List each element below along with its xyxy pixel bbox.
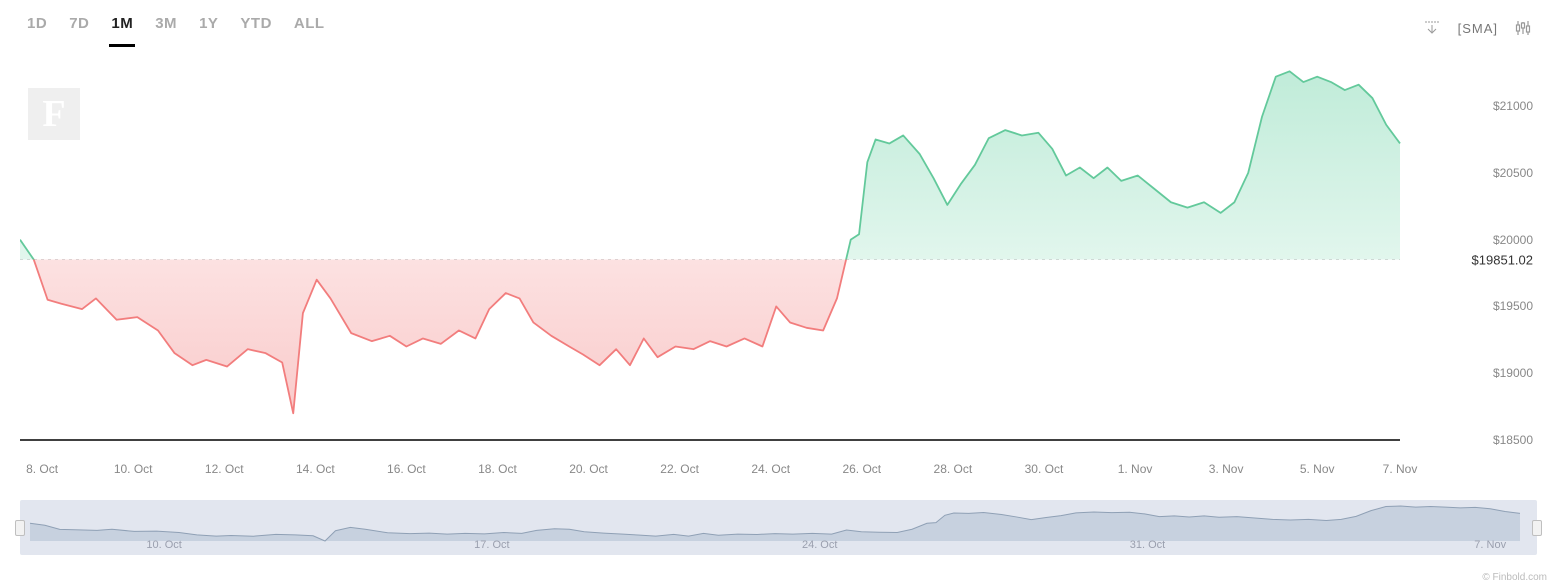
watermark-logo: F — [28, 88, 80, 140]
x-tick-label: 16. Oct — [387, 462, 426, 476]
x-tick-label: 26. Oct — [842, 462, 881, 476]
navigator-handle-left[interactable] — [15, 520, 25, 536]
sma-button[interactable]: [SMA] — [1458, 21, 1498, 36]
navigator-tick-label: 7. Nov — [1474, 539, 1506, 551]
x-tick-label: 22. Oct — [660, 462, 699, 476]
range-tab-ytd[interactable]: YTD — [238, 9, 274, 47]
y-axis: $18500 $19000 $19500 $20000 $20500 $21000 $198… — [1473, 58, 1537, 458]
range-tab-7d[interactable]: 7D — [67, 9, 91, 47]
x-tick-label: 10. Oct — [114, 462, 153, 476]
candlestick-icon[interactable] — [1514, 20, 1532, 36]
x-tick-label: 12. Oct — [205, 462, 244, 476]
x-tick-label: 28. Oct — [934, 462, 973, 476]
range-tab-1y[interactable]: 1Y — [197, 9, 220, 47]
navigator-tick-label: 17. Oct — [474, 539, 509, 551]
y-tick-label: $18500 — [1493, 433, 1533, 447]
x-tick-label: 30. Oct — [1025, 462, 1064, 476]
x-tick-label: 14. Oct — [296, 462, 335, 476]
y-tick-label: $21000 — [1493, 99, 1533, 113]
y-tick-label: $20500 — [1493, 166, 1533, 180]
navigator-handle-right[interactable] — [1532, 520, 1542, 536]
chart-svg — [20, 58, 1467, 458]
navigator-tick-label: 24. Oct — [802, 539, 837, 551]
navigator-tick-label: 10. Oct — [146, 539, 181, 551]
navigator-x-axis: 10. Oct 17. Oct 24. Oct 31. Oct 7. Nov — [20, 539, 1537, 553]
y-tick-label: $20000 — [1493, 233, 1533, 247]
x-tick-label: 5. Nov — [1300, 462, 1335, 476]
range-tab-1d[interactable]: 1D — [25, 9, 49, 47]
main-chart[interactable]: $18500 $19000 $19500 $20000 $20500 $21000 $198… — [20, 58, 1537, 458]
x-tick-label: 7. Nov — [1383, 462, 1418, 476]
range-tab-1m[interactable]: 1M — [109, 9, 135, 47]
x-tick-label: 18. Oct — [478, 462, 517, 476]
chart-tools: [SMA] — [1424, 20, 1532, 36]
y-tick-label: $19000 — [1493, 366, 1533, 380]
x-axis: 8. Oct 10. Oct 12. Oct 14. Oct 16. Oct 18. Oc… — [20, 462, 1467, 482]
chart-toolbar: 1D 7D 1M 3M 1Y YTD ALL [SMA] — [0, 0, 1557, 48]
range-tab-all[interactable]: ALL — [292, 9, 327, 47]
baseline-value-label: $19851.02 — [1472, 252, 1533, 267]
download-icon[interactable] — [1424, 20, 1442, 36]
x-tick-label: 3. Nov — [1209, 462, 1244, 476]
y-tick-label: $19500 — [1493, 299, 1533, 313]
x-tick-label: 24. Oct — [751, 462, 790, 476]
navigator-tick-label: 31. Oct — [1130, 539, 1165, 551]
x-tick-label: 20. Oct — [569, 462, 608, 476]
attribution-text: © Finbold.com — [1482, 572, 1547, 583]
x-tick-label: 8. Oct — [26, 462, 58, 476]
range-tab-3m[interactable]: 3M — [153, 9, 179, 47]
x-tick-label: 1. Nov — [1118, 462, 1153, 476]
range-tabs: 1D 7D 1M 3M 1Y YTD ALL — [25, 9, 327, 47]
range-navigator[interactable]: 10. Oct 17. Oct 24. Oct 31. Oct 7. Nov — [20, 500, 1537, 555]
